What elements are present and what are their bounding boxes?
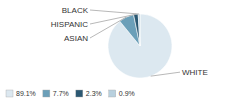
legend-label: 0.9%: [119, 90, 135, 97]
legend-item: 89.1%: [6, 90, 36, 97]
legend-item: 7.7%: [43, 90, 69, 97]
legend-item: 0.9%: [109, 90, 135, 97]
legend: 89.1% 7.7% 2.3% 0.9%: [6, 90, 135, 97]
legend-item: 2.3%: [76, 90, 102, 97]
slice-label: HISPANIC: [51, 20, 88, 29]
legend-swatch: [43, 90, 50, 97]
legend-swatch: [76, 90, 83, 97]
leader-line: [90, 14, 136, 24]
legend-swatch: [109, 90, 116, 97]
leader-line: [151, 72, 180, 76]
leader-line: [90, 10, 139, 14]
pie-slice: [108, 14, 172, 78]
legend-label: 89.1%: [16, 90, 36, 97]
pie: [108, 14, 172, 78]
legend-label: 7.7%: [53, 90, 69, 97]
labels: WHITE ASIAN HISPANIC BLACK: [51, 6, 208, 77]
pie-slice: [138, 14, 140, 46]
slice-label: WHITE: [182, 68, 208, 77]
legend-swatch: [6, 90, 13, 97]
pie-slice: [134, 14, 140, 46]
legend-label: 2.3%: [86, 90, 102, 97]
slice-label: BLACK: [62, 6, 89, 15]
slice-label: ASIAN: [64, 34, 88, 43]
chart: WHITE ASIAN HISPANIC BLACK 89.1% 7.7% 2.3% 0.9%: [0, 0, 240, 100]
